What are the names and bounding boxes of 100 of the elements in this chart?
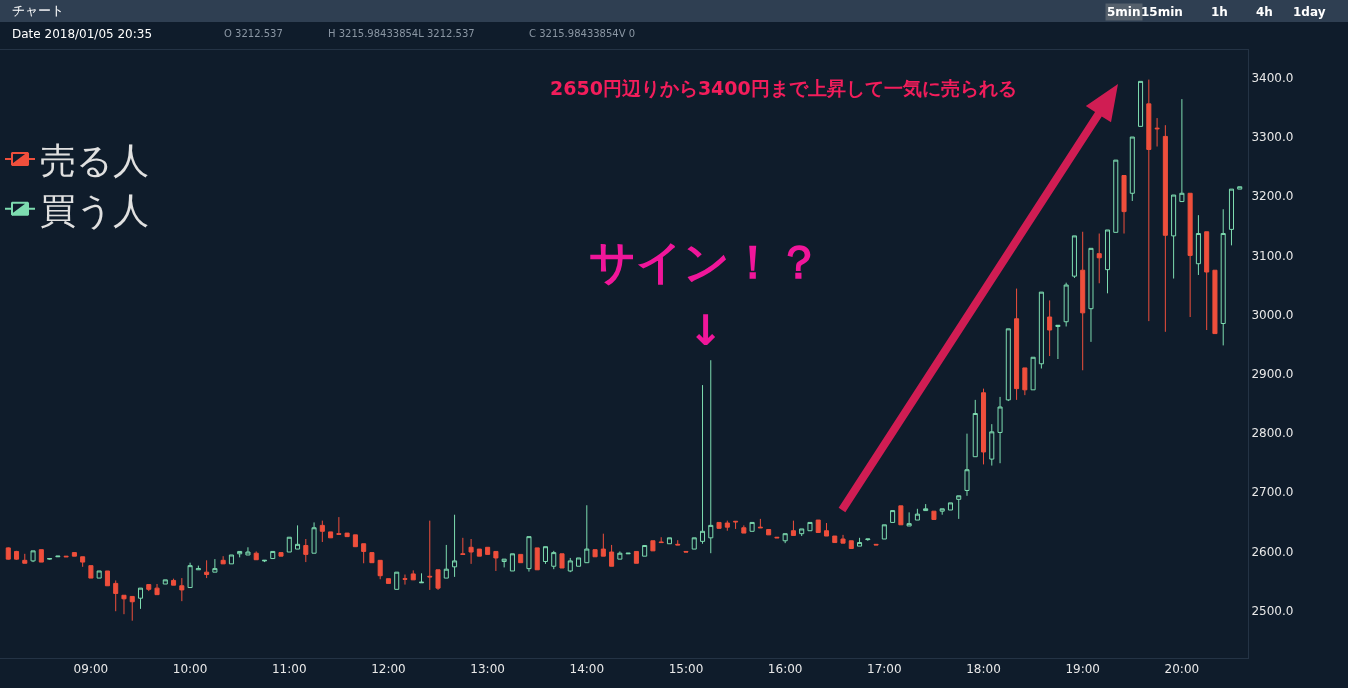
candlestick	[964, 433, 970, 497]
candlestick	[361, 543, 367, 564]
candlestick	[914, 508, 920, 521]
annotation: ↓	[688, 306, 724, 355]
candlestick	[245, 546, 251, 556]
x-tick-label: 10:00	[172, 662, 208, 677]
candlestick	[261, 559, 267, 563]
candlestick	[518, 553, 524, 564]
candlestick	[592, 549, 598, 558]
candlestick	[890, 510, 896, 523]
candlestick	[485, 546, 491, 555]
text: 15min	[1141, 5, 1183, 19]
x-tick-label: 09:00	[73, 662, 109, 677]
candlestick	[1138, 80, 1144, 127]
candlestick	[584, 504, 590, 564]
candlestick	[47, 558, 53, 561]
candlestick	[947, 502, 953, 511]
candlestick	[402, 574, 408, 586]
candlestick	[96, 570, 102, 579]
candlestick	[344, 532, 350, 538]
y-tick-label: 2600.0	[1251, 544, 1294, 559]
candlestick	[104, 570, 110, 587]
candlestick	[666, 537, 672, 545]
candlestick	[997, 396, 1003, 464]
candlestick	[658, 536, 664, 544]
candlestick	[303, 538, 309, 563]
candlestick	[534, 547, 540, 571]
candlestick	[691, 537, 697, 550]
candlestick	[286, 536, 292, 553]
candlestick	[336, 516, 342, 535]
candlestick	[766, 529, 772, 536]
candlestick	[501, 558, 507, 568]
candlestick	[270, 550, 276, 560]
annotation: 2650円辺りから3400円まで上昇して一気に売られる	[550, 77, 1017, 99]
candlestick	[542, 546, 549, 565]
y-tick-label: 2800.0	[1251, 426, 1294, 441]
candlestick	[617, 550, 623, 560]
candlestick	[683, 550, 689, 553]
candlestick	[1162, 124, 1168, 333]
candlestick	[551, 550, 557, 570]
candlestick	[427, 520, 433, 591]
candlestick	[146, 584, 152, 592]
candlestick	[220, 555, 226, 565]
candlestick	[906, 511, 912, 527]
candlestick	[1154, 117, 1160, 147]
y-tick-label: 3400.0	[1251, 71, 1294, 86]
x-tick-label: 12:00	[371, 662, 406, 677]
candlestick	[675, 539, 681, 546]
candlestick	[129, 595, 135, 622]
candlestick	[848, 540, 854, 549]
candlestick	[757, 518, 763, 529]
y-tick-label: 2900.0	[1251, 367, 1294, 382]
candlestick	[137, 587, 144, 610]
candlestick	[394, 571, 400, 590]
candlestick	[1055, 324, 1061, 360]
candlestick	[857, 537, 863, 547]
candlestick	[377, 559, 383, 580]
candlestick	[633, 550, 639, 564]
candlestick	[369, 552, 375, 564]
candlestick	[171, 578, 177, 586]
candlestick	[22, 553, 28, 564]
legend-label: 売る人	[40, 139, 149, 181]
candlestick	[212, 558, 218, 573]
candlestick	[939, 508, 945, 516]
candlestick	[699, 384, 706, 545]
candlestick	[162, 579, 168, 585]
legend-label: 買う人	[40, 189, 149, 231]
x-tick-label: 19:00	[1065, 662, 1100, 677]
candlestick	[1204, 231, 1210, 331]
candlestick	[1121, 175, 1127, 235]
candlestick	[80, 556, 86, 568]
candlestick	[1022, 367, 1028, 396]
candlestick	[989, 423, 995, 467]
candlestick	[493, 550, 499, 572]
candlestick	[1171, 194, 1177, 280]
candlestick	[832, 535, 838, 544]
candlestick	[179, 577, 185, 602]
candlestick	[38, 549, 44, 563]
text: 4h	[1256, 5, 1273, 19]
candlestick	[708, 359, 714, 554]
candlestick	[1038, 291, 1044, 369]
candlestick	[650, 540, 656, 552]
candlestick	[799, 528, 805, 537]
candlestick	[468, 538, 474, 565]
y-tick-label: 3100.0	[1251, 248, 1294, 263]
candlestick	[418, 572, 425, 584]
candlestick	[749, 521, 755, 532]
candlestick	[1129, 136, 1135, 202]
candlestick	[1187, 192, 1193, 318]
annotation: サイン！？	[589, 235, 822, 289]
candlestick	[1080, 231, 1086, 371]
x-tick-label: 18:00	[966, 662, 1001, 677]
candlestick	[609, 544, 615, 567]
candlestick	[567, 557, 573, 573]
candlestick	[5, 546, 11, 561]
candlestick	[526, 536, 532, 573]
candlestick	[807, 521, 813, 532]
text: 5min	[1107, 5, 1141, 19]
candlestick	[559, 553, 565, 569]
candlestick	[782, 533, 788, 544]
